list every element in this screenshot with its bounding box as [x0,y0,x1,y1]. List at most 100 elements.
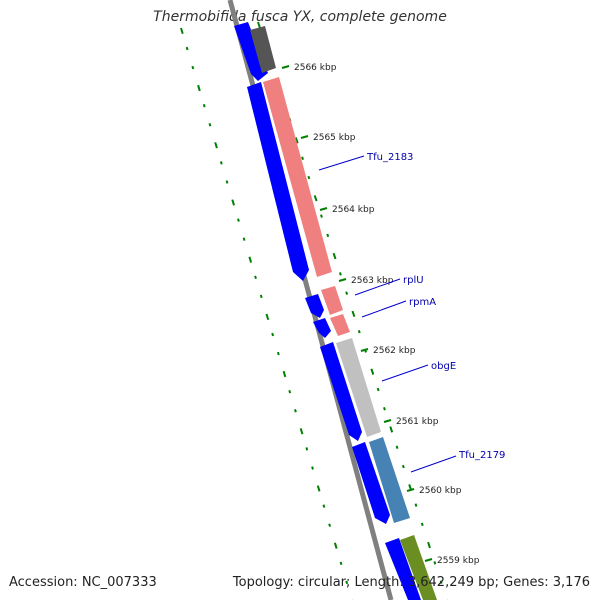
gene-label-leader [361,300,407,318]
gene-label[interactable]: Tfu_2183 [366,152,413,163]
gc-skew-mark [294,137,299,144]
scale-tick-label: 2566 kbp [294,63,337,73]
gc-skew-mark [305,447,309,451]
gc-skew-mark [214,142,218,149]
gc-skew-mark [328,523,332,527]
gc-skew-mark [276,351,280,356]
gene-block [400,535,437,600]
cds-forward-arrow [385,538,421,600]
gene-label[interactable]: rpmA [409,297,436,308]
scale-tick-label: 2562 kbp [373,346,416,356]
gene-block-tfu-2179 [369,437,410,523]
gc-skew-mark [197,84,201,92]
gene-label-leader [410,455,457,473]
gc-skew-mark [248,256,253,263]
scale-tick [383,419,392,423]
gc-skew-mark [332,252,337,260]
gc-skew-mark [320,214,323,218]
gc-skew-mark [383,407,386,411]
gc-skew-mark [202,103,206,108]
gc-skew-mark [376,387,380,392]
gc-skew-mark [254,275,257,280]
gc-skew-mark [225,180,229,184]
scale-tick-label: 2559 kbp [437,556,480,566]
cds-forward-arrow [320,342,362,441]
gc-skew-mark [326,233,330,238]
gc-skew-mark [439,580,443,584]
scale-tick [281,65,290,69]
genome-summary-text: Topology: circular; Length: 3,642,249 bp… [232,575,590,590]
gc-skew-mark [345,580,349,585]
gene-block-tfu-2183 [263,77,332,277]
gc-skew-mark [208,123,212,127]
scale-tick [300,135,309,139]
gc-skew-mark [185,46,189,51]
gc-skew-mark [282,370,287,378]
gc-skew-mark [311,466,314,470]
gene-label-leader [354,278,401,296]
gene-label-track: Tfu_2183 rplU rpmA obgE Tfu_2179 [318,152,505,473]
gc-skew-mark [420,522,424,527]
gc-skew-mark [265,313,270,321]
scale-tick-label: 2565 kbp [313,133,356,143]
gc-skew-mark [257,21,261,29]
gc-skew-mark [351,310,356,318]
gene-label[interactable]: Tfu_2179 [458,450,505,461]
scale-tick [319,207,328,211]
cds-forward-arrow [305,294,324,318]
gc-skew-mark [333,542,338,549]
gene-block [250,26,276,73]
gc-skew-mark [180,27,184,35]
scale-tick-label: 2564 kbp [332,205,375,215]
gc-skew-mark [191,65,195,70]
gene-label[interactable]: rplU [403,275,424,286]
gc-skew-mark [307,175,311,180]
gc-skew-mark [271,332,275,337]
gene-block-rpma [330,314,350,336]
gc-skew-track [180,21,449,600]
gc-skew-mark [294,409,297,413]
cds-forward-arrow [352,442,390,524]
gene-block-obge [336,338,381,437]
cds-forward-track [234,22,421,600]
gene-track [250,26,437,600]
scale-tick [338,278,347,282]
scale-tick [424,558,433,562]
scale-tick-label: 2563 kbp [351,276,394,286]
gc-skew-mark [357,329,361,334]
scale-tick [406,488,415,492]
gc-skew-mark [301,156,304,161]
map-title: Thermobifida fusca YX, complete genome [153,9,447,25]
gene-label-leader [381,364,429,382]
gc-skew-mark [299,428,304,435]
gene-label-leader [318,155,365,171]
cds-forward-arrow [234,22,268,81]
gc-skew-mark [345,291,349,295]
gc-skew-mark [427,541,431,549]
gc-skew-mark [433,561,437,565]
gc-skew-mark [370,368,375,375]
accession-text: Accession: NC_007333 [9,575,157,590]
gene-block-rplu [321,286,343,315]
scale-tick-label: 2561 kbp [396,417,439,427]
gc-skew-mark [322,504,326,508]
scale-tick-label: 2560 kbp [419,486,462,496]
gc-skew-mark [389,426,394,433]
cds-forward-arrow [313,318,331,338]
gc-skew-mark [338,272,342,276]
gc-skew-mark [242,237,246,241]
gc-skew-mark [237,218,240,222]
gc-skew-mark [219,161,223,165]
gc-skew-mark [231,199,235,206]
gene-label[interactable]: obgE [431,361,456,372]
gc-skew-mark [313,195,318,202]
gc-skew-mark [316,485,321,492]
gc-skew-mark [288,389,292,394]
gc-skew-mark [395,445,399,450]
scale-tick [360,348,369,352]
cds-forward-arrow [247,82,309,281]
tick-track: 2566 kbp 2565 kbp 2564 kbp 2563 kbp 2562 kbp… [281,63,480,566]
gc-skew-mark [414,503,418,507]
gc-skew-mark [401,464,405,469]
